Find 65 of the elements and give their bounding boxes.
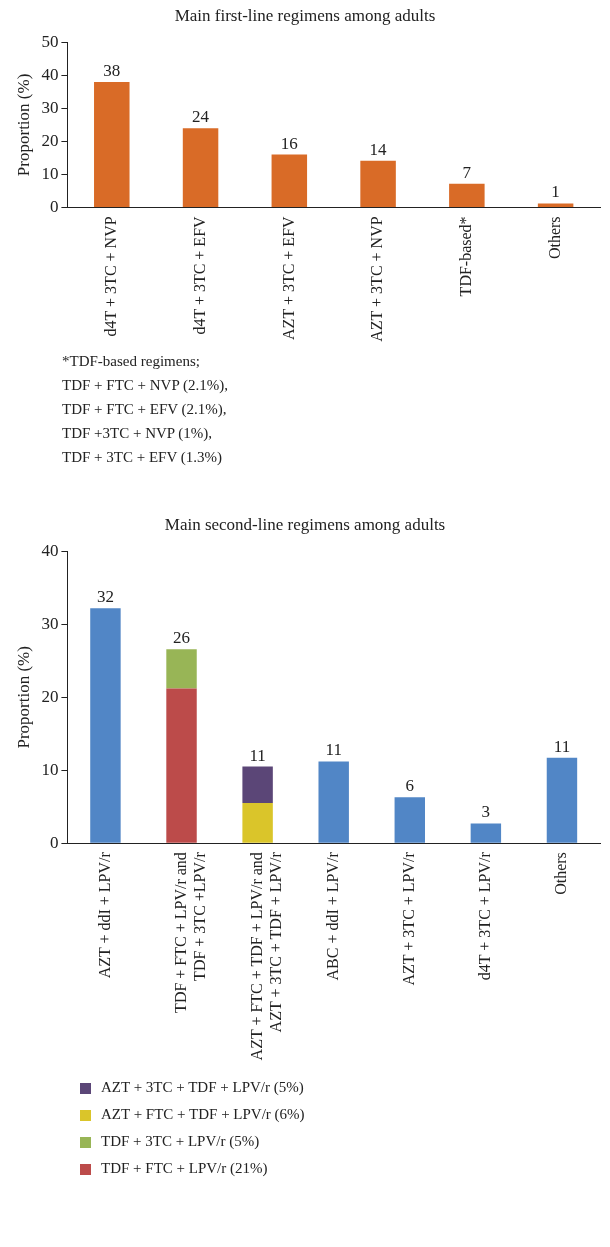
legend-label: TDF + 3TC + LPV/r (5%) <box>101 1133 260 1149</box>
x-tick-label: Others <box>552 852 570 895</box>
bar <box>90 608 121 843</box>
legend-label: TDF + FTC + LPV/r (21%) <box>101 1160 268 1176</box>
bar <box>449 183 485 207</box>
x-tick-label: AZT + ddI + LPV/r <box>95 851 113 979</box>
y-tick-label: 0 <box>49 196 59 216</box>
y-tick-label: 20 <box>41 686 59 706</box>
bar <box>470 823 502 843</box>
text: *TDF-based regimens; <box>62 352 201 371</box>
bar <box>537 203 574 207</box>
bar <box>394 797 425 843</box>
x-tick-label: AZT + FTC + TDF + LPV/r and AZT + 3TC + TDF + LPV/r <box>247 851 285 1061</box>
legend-label: AZT + FTC + TDF + LPV/r (6%) <box>101 1106 305 1122</box>
x-tick-label: d4T + 3TC + NVP <box>101 216 119 337</box>
total-label: 11 <box>325 740 342 760</box>
total-label: 3 <box>481 802 491 822</box>
x-tick-label: TDF-based* <box>457 216 475 297</box>
data-label: 38 <box>103 60 121 80</box>
y-tick-label: 10 <box>41 759 59 779</box>
y-tick-label: 40 <box>41 540 59 560</box>
bar <box>182 128 219 207</box>
x-tick-label: d4T + 3TC + LPV/r <box>476 851 494 981</box>
bar <box>166 688 197 843</box>
bar <box>242 803 273 843</box>
x-tick-label: TDF + FTC + LPV/r and TDF + 3TC +LPV/r <box>171 851 208 1013</box>
bar <box>360 160 396 207</box>
x-tick-label: Others <box>545 216 563 260</box>
total-label: 11 <box>553 736 571 756</box>
y-tick-label: 20 <box>41 130 59 150</box>
data-label: 24 <box>192 107 210 127</box>
x-tick-label: ABC + ddI + LPV/r <box>323 851 341 981</box>
total-label: 32 <box>96 587 114 607</box>
y-axis-title: Proportion (%) <box>13 646 33 749</box>
total-label: 26 <box>173 628 191 648</box>
y-tick-label: 50 <box>41 31 59 51</box>
x-tick-label: d4T + 3TC + EFV <box>190 215 208 335</box>
bar <box>318 761 349 843</box>
text: TDF + FTC + EFV (2.1%), <box>62 400 228 419</box>
text: TDF + 3TC + EFV (1.3%) <box>62 448 223 467</box>
chart-title: Main second-line regimens among adults <box>164 514 446 534</box>
x-tick-label: AZT + 3TC + NVP <box>368 216 386 342</box>
bar <box>166 649 197 689</box>
bar <box>271 154 308 207</box>
x-tick-label: AZT + 3TC + LPV/r <box>399 851 417 986</box>
data-label: 7 <box>462 162 472 182</box>
bar <box>546 757 578 843</box>
total-label: 11 <box>249 745 266 765</box>
bar <box>94 82 130 207</box>
y-axis-title: Proportion (%) <box>13 73 33 177</box>
data-label: 16 <box>280 133 298 153</box>
text: TDF +3TC + NVP (1%), <box>62 424 214 443</box>
y-tick-label: 10 <box>41 163 59 183</box>
text: TDF + FTC + NVP (2.1%), <box>62 376 229 395</box>
y-tick-label: 30 <box>41 97 59 117</box>
y-tick-label: 40 <box>41 64 59 84</box>
x-tick-label: AZT + 3TC + EFV <box>279 215 297 340</box>
data-label: 14 <box>369 139 388 159</box>
chart-title: Main first-line regimens among adults <box>174 5 436 25</box>
data-label: 1 <box>551 182 560 202</box>
y-tick-label: 30 <box>41 613 59 633</box>
total-label: 6 <box>405 776 415 796</box>
y-tick-label: 0 <box>49 832 59 852</box>
legend-label: AZT + 3TC + TDF + LPV/r (5%) <box>101 1079 304 1095</box>
bar <box>242 766 273 804</box>
